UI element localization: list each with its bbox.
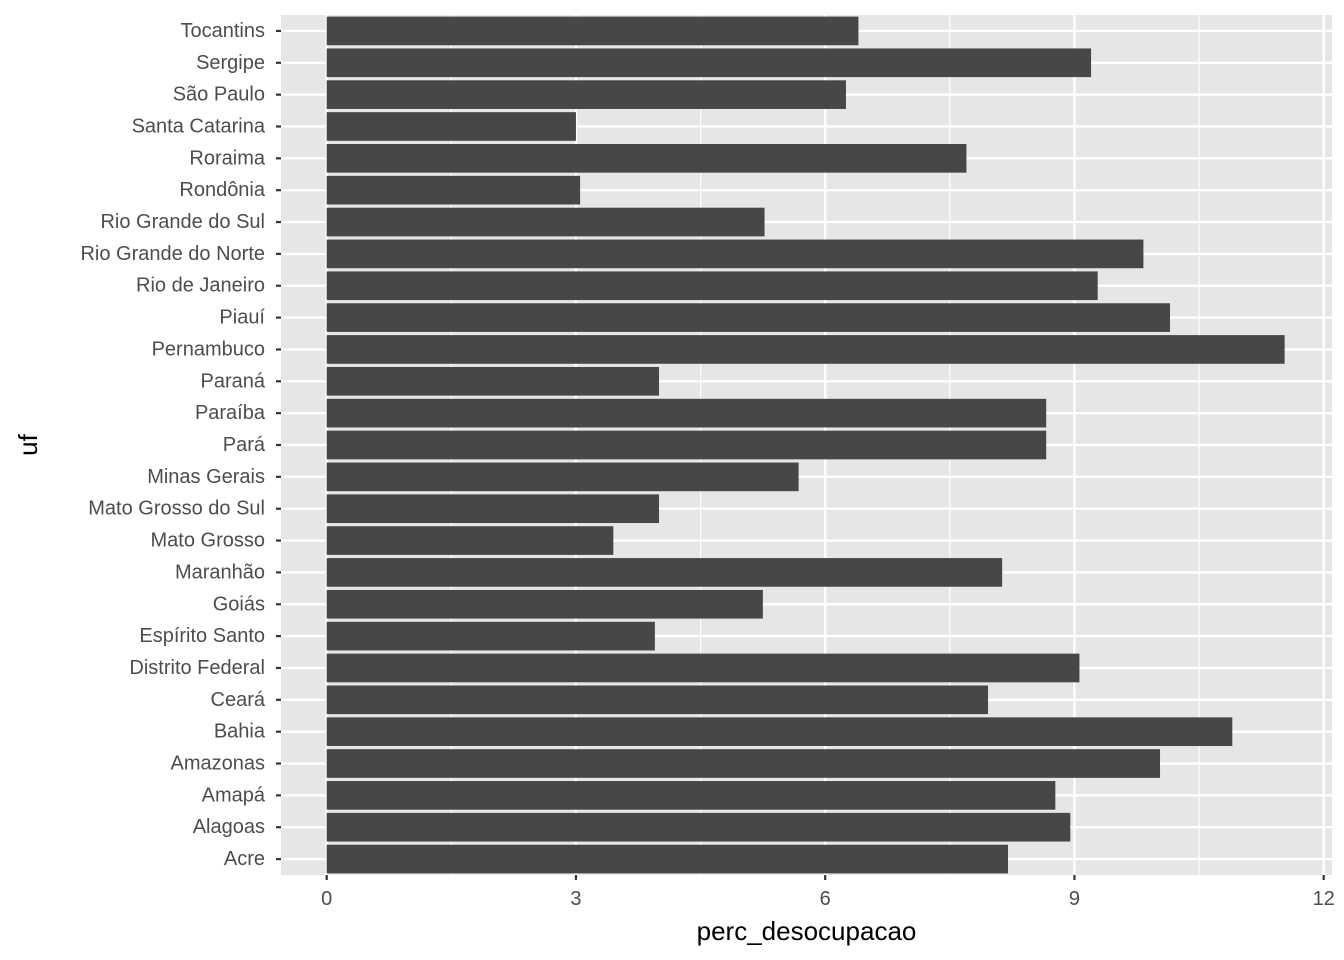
bars [326,16,1285,874]
x-tick-label: 12 [1313,888,1335,910]
y-tick-label: Rondônia [179,179,266,201]
y-tick-label: Paraná [201,370,266,392]
bar [326,112,576,141]
bar [326,271,1098,301]
bar [326,335,1285,364]
bar [326,16,859,46]
y-axis-title: uf [13,433,43,455]
bar [326,398,1047,428]
y-tick-label: Goiás [213,593,265,615]
y-tick-label: Distrito Federal [129,657,265,679]
y-tick-label: Ceará [211,689,266,711]
bar [326,207,765,237]
y-tick-label: Rio de Janeiro [136,275,265,297]
y-tick-label: Mato Grosso [151,530,265,552]
y-tick-label: Sergipe [196,52,265,74]
x-axis: 0 3 6 9 12 [321,875,1335,910]
y-tick-label: Paraíba [195,402,266,424]
bar [326,430,1047,460]
y-tick-label: Santa Catarina [132,115,266,137]
y-tick-label: Mato Grosso do Sul [88,498,265,520]
bar [326,366,660,396]
bar [326,462,799,492]
bar [326,812,1071,842]
bar [326,589,763,619]
bar [326,749,1161,778]
bar [326,717,1233,746]
x-tick-label: 9 [1069,888,1080,910]
y-tick-label: Amazonas [171,753,266,775]
y-tick-label: Pernambuco [152,338,265,360]
y-tick-label: Minas Gerais [147,466,265,488]
bar [326,621,655,651]
y-tick-label: Acre [224,848,265,870]
y-tick-label: Bahia [214,721,266,743]
bar [326,144,967,173]
y-tick-label: Amapá [202,784,266,806]
bar [326,653,1080,683]
y-axis: Tocantins Sergipe São Paulo Santa Catarina R… [80,20,281,870]
x-tick-label: 0 [321,888,332,910]
y-tick-label: Roraima [189,147,265,169]
bar [326,558,1003,587]
bar [326,781,1056,810]
x-axis-title: perc_desocupacao [697,916,917,946]
x-tick-label: 6 [820,888,831,910]
bar [326,175,581,205]
bar [326,303,1170,332]
y-tick-label: Tocantins [181,20,266,42]
bar [326,239,1144,269]
y-tick-label: Espírito Santo [139,625,265,647]
bar [326,685,989,715]
bar [326,80,846,109]
y-tick-label: Pará [223,434,266,456]
y-tick-label: São Paulo [173,84,265,106]
bar [326,844,1008,874]
bar [326,48,1092,78]
y-tick-label: Alagoas [193,816,265,838]
x-tick-label: 3 [570,888,581,910]
bar [326,494,660,524]
y-tick-label: Piauí [219,307,265,329]
y-tick-label: Rio Grande do Norte [80,243,265,265]
y-tick-label: Rio Grande do Sul [100,211,265,233]
y-tick-label: Maranhão [175,561,265,583]
bar [326,526,614,555]
